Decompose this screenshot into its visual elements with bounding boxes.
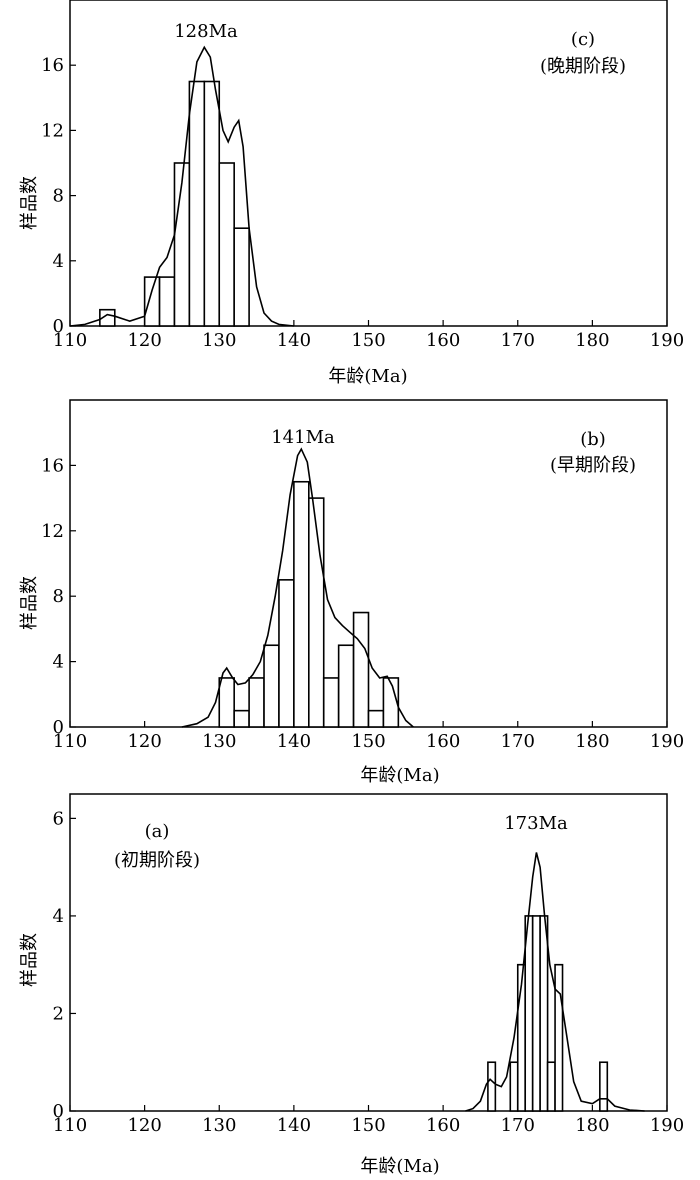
y-tick-label: 4	[53, 652, 64, 673]
y-tick-label: 16	[41, 55, 64, 76]
x-tick-label: 180	[575, 330, 609, 351]
panel-label: (a)	[145, 821, 170, 842]
y-tick-label: 16	[41, 455, 64, 476]
x-tick-label: 130	[202, 731, 236, 752]
x-tick-label: 110	[53, 330, 87, 351]
histogram-bar	[233, 227, 250, 327]
histogram-bar	[233, 709, 250, 728]
histogram-bar	[539, 915, 549, 1112]
y-axis-label: 样品数	[19, 576, 40, 630]
histogram-bar	[278, 579, 295, 728]
x-tick-label: 140	[277, 731, 311, 752]
histogram-bar	[263, 644, 280, 728]
x-ticks: 110 120 130 140 150 160 170 180 190	[53, 320, 684, 351]
y-ticks: 0 4 8 12 16	[41, 455, 76, 738]
stage-label: (晚期阶段)	[540, 56, 626, 77]
histogram-bar	[293, 480, 310, 728]
x-tick-label: 150	[351, 731, 385, 752]
histogram-bar	[599, 1061, 609, 1112]
x-tick-label: 110	[53, 1115, 87, 1136]
histogram-bar	[322, 677, 340, 728]
x-tick-label: 160	[426, 1115, 460, 1136]
histogram-bar	[188, 80, 206, 327]
histogram-bar	[248, 677, 265, 728]
histogram-bar	[218, 162, 235, 327]
x-ticks: 110 120 130 140 150 160 170 180 190	[53, 721, 684, 752]
x-tick-label: 160	[426, 731, 460, 752]
peak-label: 173Ma	[504, 813, 568, 834]
x-tick-label: 140	[277, 1115, 311, 1136]
x-axis-label: 年龄(Ma)	[360, 765, 439, 786]
x-tick-label: 180	[575, 731, 609, 752]
x-tick-label: 190	[650, 330, 684, 351]
histogram-bar	[531, 915, 541, 1112]
x-tick-label: 120	[127, 731, 161, 752]
histogram-bar	[487, 1061, 497, 1112]
x-tick-label: 120	[127, 330, 161, 351]
histogram-bar	[524, 915, 534, 1112]
histogram-bar	[352, 611, 370, 728]
histogram-bar	[218, 677, 235, 728]
y-tick-label: 0	[53, 717, 64, 738]
x-tick-label: 190	[650, 1115, 684, 1136]
y-axis-label: 样品数	[19, 933, 40, 987]
y-tick-label: 12	[41, 521, 64, 542]
histogram-bar	[382, 677, 400, 728]
y-tick-label: 0	[53, 1101, 64, 1122]
histogram-bar	[337, 644, 355, 728]
stage-label: (早期阶段)	[550, 455, 636, 476]
panel-label: (b)	[580, 429, 606, 450]
y-tick-label: 2	[53, 1003, 64, 1024]
x-tick-label: 170	[501, 1115, 535, 1136]
x-tick-label: 160	[426, 330, 460, 351]
x-ticks: 110 120 130 140 150 160 170 180 190	[53, 1105, 684, 1136]
x-axis-label: 年龄(Ma)	[328, 366, 407, 387]
panel-a: 110 120 130 140 150 160 170 180 190 0 2 4 6 173Ma (…	[19, 793, 684, 1177]
x-tick-label: 150	[351, 1115, 385, 1136]
histogram-bar	[367, 709, 385, 728]
x-tick-label: 190	[650, 731, 684, 752]
x-tick-label: 130	[202, 1115, 236, 1136]
x-tick-label: 120	[127, 1115, 161, 1136]
x-tick-label: 170	[501, 330, 535, 351]
x-axis-label: 年龄(Ma)	[360, 1156, 439, 1177]
y-tick-label: 4	[53, 251, 64, 272]
histogram-bar	[99, 308, 116, 327]
histogram-bar	[143, 276, 161, 327]
y-ticks: 0 4 8 12 16	[41, 55, 76, 337]
histogram-bars	[99, 80, 250, 327]
y-tick-label: 8	[53, 186, 64, 207]
histogram-bar	[554, 963, 564, 1112]
x-tick-label: 170	[501, 731, 535, 752]
panel-label: (c)	[571, 29, 595, 50]
x-tick-label: 140	[277, 330, 311, 351]
histogram-bar	[509, 1061, 519, 1112]
y-tick-label: 12	[41, 120, 64, 141]
density-curve	[181, 447, 414, 728]
stage-label: (初期阶段)	[114, 850, 200, 871]
x-tick-label: 180	[575, 1115, 609, 1136]
histogram-bar	[158, 276, 176, 327]
histogram-bar	[546, 1061, 556, 1112]
y-tick-label: 6	[53, 808, 64, 829]
x-tick-label: 150	[351, 330, 385, 351]
peak-label: 141Ma	[271, 427, 335, 448]
y-axis-label: 样品数	[19, 176, 40, 230]
peak-label: 128Ma	[174, 21, 238, 42]
y-ticks: 0 2 4 6	[53, 808, 76, 1122]
y-tick-label: 0	[53, 316, 64, 337]
density-curve	[465, 852, 645, 1112]
x-tick-label: 130	[202, 330, 236, 351]
histogram-bars	[218, 480, 400, 728]
x-tick-label: 110	[53, 731, 87, 752]
y-tick-label: 8	[53, 586, 64, 607]
histogram-bar	[203, 80, 221, 327]
panel-c: 110 120 130 140 150 160 170 180 190 0 4 8 12 16 128M…	[19, 0, 684, 387]
panel-b: 110 120 130 140 150 160 170 180 190 0 4 8 12 16 141M…	[19, 399, 684, 786]
y-tick-label: 4	[53, 906, 64, 927]
density-curve	[69, 45, 294, 327]
